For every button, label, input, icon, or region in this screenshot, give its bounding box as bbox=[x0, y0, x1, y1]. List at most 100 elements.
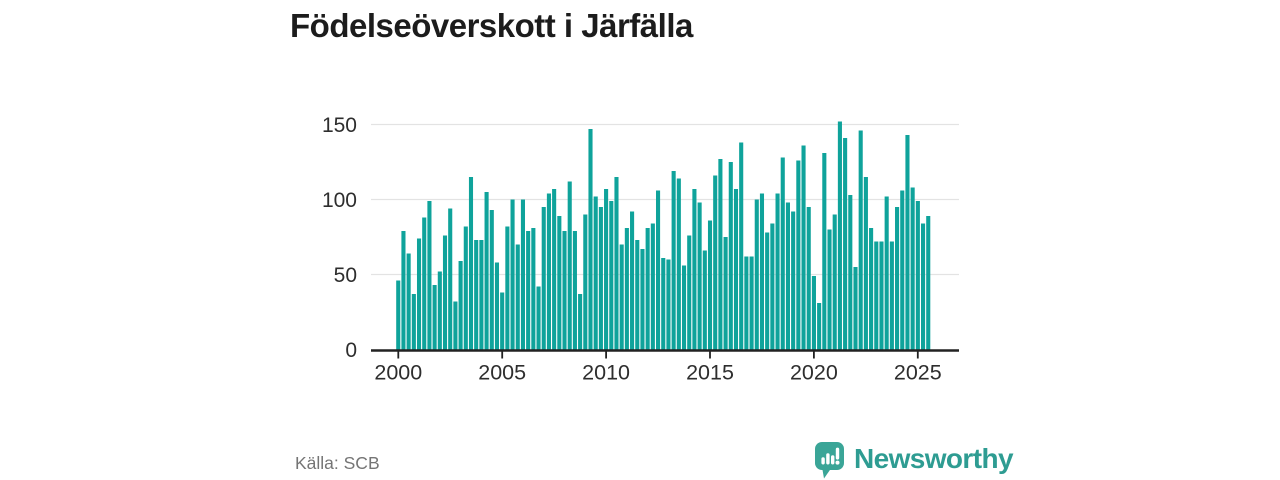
newsworthy-wordmark: Newsworthy bbox=[854, 443, 1014, 474]
bar-2014Q4 bbox=[702, 250, 707, 350]
bar-2020Q4 bbox=[827, 229, 832, 350]
bar-2018Q4 bbox=[785, 202, 790, 350]
bar-2003Q3 bbox=[468, 177, 474, 350]
bar-2021Q2 bbox=[837, 121, 842, 350]
bar-2015Q3 bbox=[718, 159, 723, 350]
bar-2006Q1 bbox=[520, 199, 525, 350]
newsworthy-logo: Newsworthy bbox=[814, 441, 1014, 479]
bar-2015Q2 bbox=[713, 175, 718, 350]
bar-2025Q2 bbox=[921, 223, 926, 350]
x-tick-label-2010: 2010 bbox=[582, 361, 630, 385]
bar-2000Q1 bbox=[396, 280, 401, 350]
bar-2010Q2 bbox=[609, 201, 614, 350]
bar-2008Q2 bbox=[567, 181, 572, 350]
bar-2021Q3 bbox=[843, 138, 848, 350]
bar-2007Q4 bbox=[557, 216, 562, 350]
bar-2013Q2 bbox=[671, 171, 676, 350]
bar-2010Q1 bbox=[604, 189, 609, 350]
bar-2012Q3 bbox=[656, 190, 661, 350]
bar-2020Q2 bbox=[817, 303, 822, 350]
x-tick-label-2000: 2000 bbox=[374, 361, 422, 385]
bar-2001Q4 bbox=[432, 285, 437, 350]
bar-2015Q4 bbox=[723, 237, 728, 350]
bar-2008Q4 bbox=[578, 294, 583, 350]
bar-2014Q2 bbox=[692, 189, 697, 350]
bar-2003Q1 bbox=[458, 261, 463, 350]
bar-2019Q3 bbox=[801, 145, 806, 350]
bar-2006Q4 bbox=[536, 286, 541, 350]
bar-2022Q2 bbox=[858, 130, 863, 350]
bar-2004Q3 bbox=[489, 210, 494, 350]
bar-2013Q4 bbox=[681, 265, 687, 350]
y-tick-label-50: 50 bbox=[334, 264, 357, 287]
bar-2004Q2 bbox=[484, 192, 489, 350]
bar-chart: 2000 2005 2010 2015 2020 2025 0 50 100 150 bbox=[322, 114, 959, 385]
bar-2000Q3 bbox=[406, 253, 411, 350]
bar-2002Q1 bbox=[437, 271, 442, 350]
bar-2005Q1 bbox=[500, 292, 505, 350]
bar-2009Q2 bbox=[588, 129, 593, 350]
bar-2012Q1 bbox=[645, 228, 650, 350]
bar-2010Q3 bbox=[614, 177, 619, 350]
bar-2007Q2 bbox=[546, 193, 551, 350]
x-tick-label-2020: 2020 bbox=[790, 361, 838, 385]
bar-2016Q1 bbox=[728, 162, 733, 350]
newsworthy-bar-chart-bubble-icon bbox=[815, 442, 844, 479]
bar-2019Q1 bbox=[791, 211, 796, 350]
bar-2013Q1 bbox=[666, 259, 671, 350]
bar-2021Q4 bbox=[848, 195, 853, 350]
bar-2023Q4 bbox=[889, 241, 894, 350]
bar-2016Q2 bbox=[733, 189, 739, 350]
bar-2005Q4 bbox=[515, 244, 520, 350]
bar-2018Q3 bbox=[780, 157, 785, 350]
bar-2015Q1 bbox=[707, 220, 713, 350]
bar-2006Q3 bbox=[531, 228, 536, 350]
bar-2003Q4 bbox=[474, 240, 479, 350]
bar-2001Q1 bbox=[416, 238, 422, 350]
bar-2017Q1 bbox=[749, 256, 754, 350]
bar-2002Q3 bbox=[448, 208, 453, 350]
bar-2020Q3 bbox=[822, 153, 827, 350]
bar-2005Q2 bbox=[505, 226, 510, 350]
bar-2009Q4 bbox=[598, 207, 603, 350]
bar-2018Q1 bbox=[770, 223, 775, 350]
bar-2018Q2 bbox=[775, 193, 780, 350]
bar-2023Q2 bbox=[879, 241, 884, 350]
source-label: Källa: SCB bbox=[295, 453, 380, 473]
bar-2017Q4 bbox=[765, 232, 770, 350]
page-title: Födelseöverskott i Järfälla bbox=[290, 7, 693, 44]
bar-2022Q4 bbox=[869, 228, 874, 350]
bar-2013Q3 bbox=[676, 178, 681, 350]
bar-2000Q2 bbox=[401, 231, 406, 350]
bar-2012Q4 bbox=[661, 258, 666, 350]
bar-2019Q2 bbox=[796, 160, 801, 350]
bar-2017Q3 bbox=[759, 193, 765, 350]
bar-2025Q1 bbox=[915, 201, 920, 350]
bar-2007Q1 bbox=[541, 207, 546, 350]
bar-2014Q1 bbox=[687, 235, 692, 350]
bar-2006Q2 bbox=[526, 231, 531, 350]
bar-2014Q3 bbox=[697, 202, 702, 350]
bar-2001Q3 bbox=[427, 201, 432, 350]
bar-2024Q4 bbox=[910, 187, 915, 350]
x-tick-label-2015: 2015 bbox=[686, 361, 734, 385]
y-tick-label-0: 0 bbox=[345, 339, 357, 362]
x-tick-label-2025: 2025 bbox=[894, 361, 942, 385]
x-tick-label-2005: 2005 bbox=[478, 361, 526, 385]
y-tick-label-150: 150 bbox=[322, 114, 357, 137]
bar-2024Q3 bbox=[905, 135, 910, 350]
bar-2016Q4 bbox=[744, 256, 749, 350]
bar-2020Q1 bbox=[811, 276, 816, 350]
bar-2024Q2 bbox=[900, 190, 905, 350]
bar-2019Q4 bbox=[806, 207, 811, 350]
bar-2023Q1 bbox=[874, 241, 879, 350]
bar-2004Q4 bbox=[494, 262, 500, 350]
bar-2000Q4 bbox=[411, 294, 416, 350]
bar-2011Q1 bbox=[624, 228, 629, 350]
bar-2004Q1 bbox=[479, 240, 484, 350]
bar-2016Q3 bbox=[739, 142, 744, 350]
bar-2023Q3 bbox=[884, 196, 889, 350]
bar-2025Q3 bbox=[926, 216, 931, 350]
bar-2012Q2 bbox=[650, 223, 655, 350]
